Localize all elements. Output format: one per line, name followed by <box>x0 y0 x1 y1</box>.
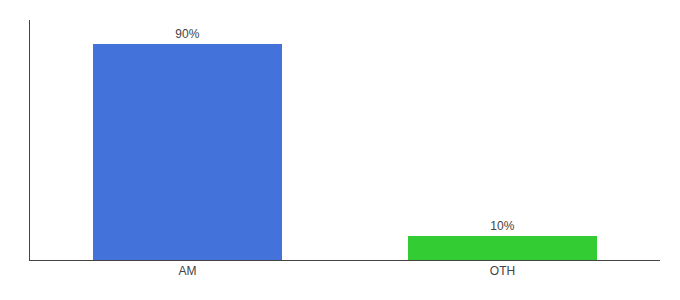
svg-text:AM: AM <box>179 264 197 278</box>
svg-text:OTH: OTH <box>490 264 515 278</box>
svg-text:10%: 10% <box>490 219 514 233</box>
svg-text:90%: 90% <box>175 27 199 41</box>
